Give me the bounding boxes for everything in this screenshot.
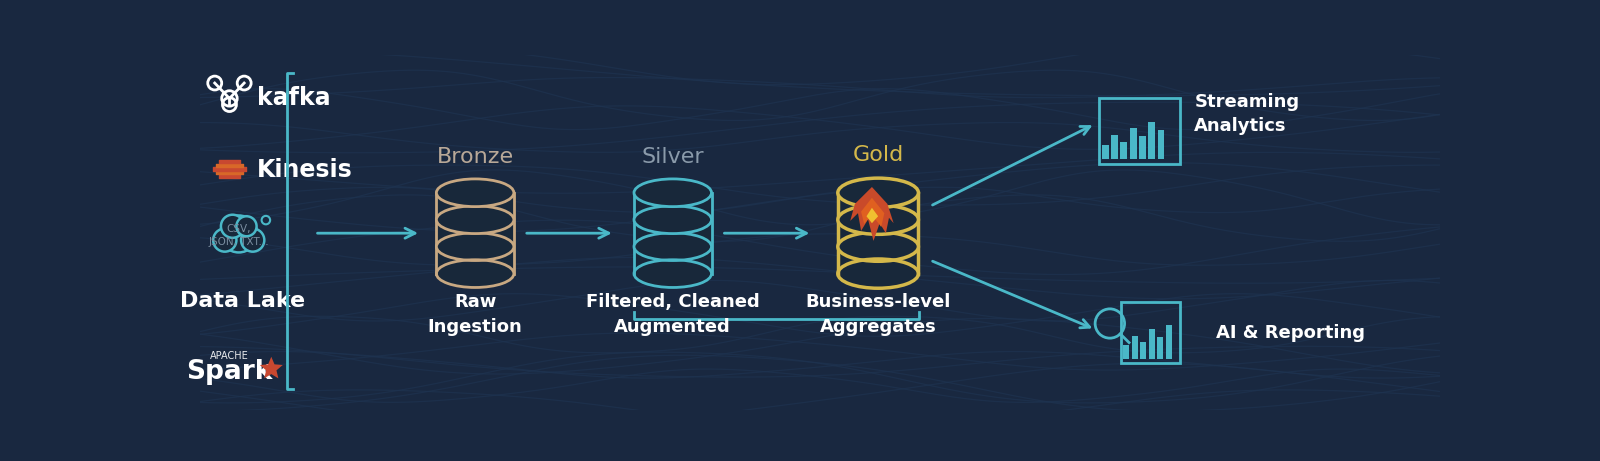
Ellipse shape <box>838 232 918 261</box>
Ellipse shape <box>437 179 514 207</box>
Bar <box>1157 337 1163 359</box>
Ellipse shape <box>838 259 918 288</box>
Text: Business-level
Aggregates: Business-level Aggregates <box>805 293 950 336</box>
Text: Streaming
Analytics: Streaming Analytics <box>1194 94 1299 135</box>
Circle shape <box>237 216 256 236</box>
Bar <box>634 193 712 274</box>
Bar <box>1130 129 1136 159</box>
Ellipse shape <box>437 206 514 234</box>
Bar <box>1120 142 1128 159</box>
Text: Raw
Ingestion: Raw Ingestion <box>427 293 523 336</box>
Text: Filtered, Cleaned
Augmented: Filtered, Cleaned Augmented <box>586 293 760 336</box>
Ellipse shape <box>437 233 514 260</box>
Bar <box>1131 336 1138 359</box>
Ellipse shape <box>634 206 712 234</box>
Bar <box>1166 325 1171 359</box>
Circle shape <box>221 215 245 238</box>
Ellipse shape <box>634 179 712 207</box>
Bar <box>1110 135 1118 159</box>
Text: CSV,
JSON, TXT...: CSV, JSON, TXT... <box>208 224 269 247</box>
Bar <box>1149 330 1155 359</box>
Ellipse shape <box>634 233 712 260</box>
Bar <box>838 193 918 274</box>
Ellipse shape <box>634 260 712 288</box>
Bar <box>1123 345 1130 359</box>
Text: AI & Reporting: AI & Reporting <box>1216 324 1365 342</box>
Bar <box>1149 122 1155 159</box>
Text: Spark: Spark <box>186 359 272 385</box>
Polygon shape <box>259 357 283 378</box>
Text: Gold: Gold <box>853 145 904 165</box>
Circle shape <box>221 215 258 253</box>
Bar <box>1102 145 1109 159</box>
Text: Silver: Silver <box>642 147 704 167</box>
Ellipse shape <box>838 178 918 207</box>
Text: Kinesis: Kinesis <box>256 158 352 182</box>
Bar <box>1141 342 1146 359</box>
Text: Bronze: Bronze <box>437 147 514 167</box>
Polygon shape <box>867 208 878 223</box>
Circle shape <box>213 229 237 252</box>
Polygon shape <box>850 187 894 241</box>
Text: APACHE: APACHE <box>210 351 250 361</box>
Bar <box>1139 136 1146 159</box>
Ellipse shape <box>437 260 514 288</box>
Bar <box>1157 130 1165 159</box>
Text: kafka: kafka <box>256 87 330 111</box>
Polygon shape <box>861 198 885 227</box>
Text: Data Lake: Data Lake <box>181 291 306 311</box>
Bar <box>437 193 514 274</box>
Ellipse shape <box>838 205 918 234</box>
Circle shape <box>242 229 264 252</box>
